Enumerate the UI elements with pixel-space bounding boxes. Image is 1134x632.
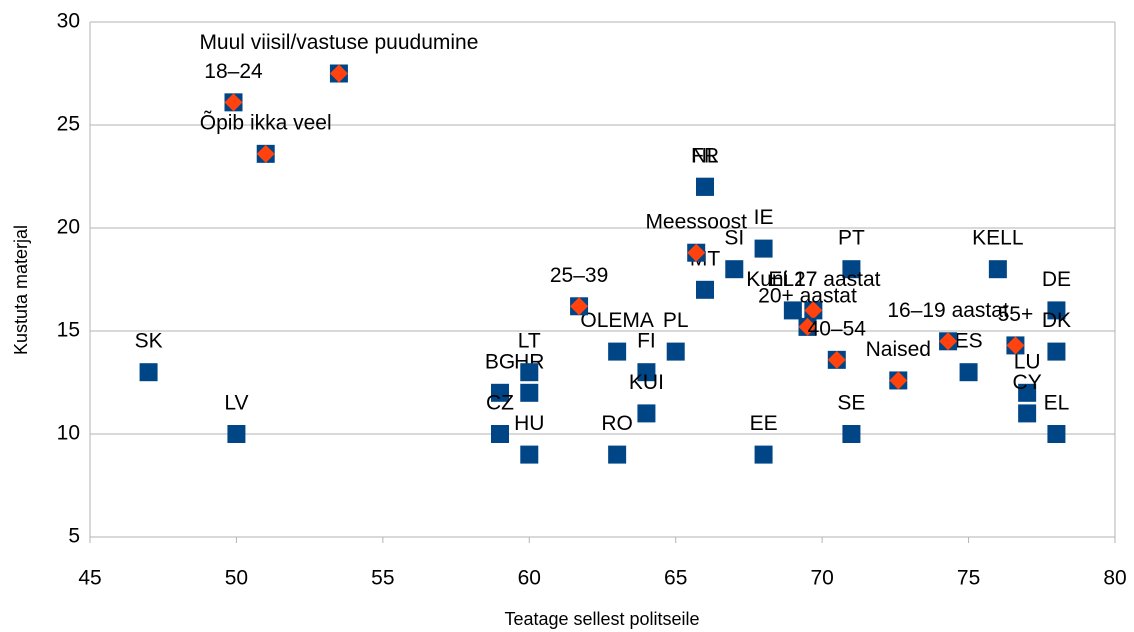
point-diamond — [1006, 336, 1025, 355]
point-label: 16–19 aastat — [887, 299, 1009, 322]
point-label: KUI — [629, 371, 664, 394]
point-label: SK — [135, 330, 163, 353]
point-label: EL — [1044, 392, 1070, 415]
point-label: OLEMA — [580, 309, 654, 332]
point-diamond — [804, 301, 823, 320]
point-label: RO — [601, 412, 633, 435]
x-tick-label: 60 — [518, 567, 541, 590]
point-diamond — [224, 93, 243, 112]
point-diamond — [329, 64, 348, 83]
point-square — [783, 301, 802, 320]
point-diamond — [570, 297, 589, 316]
x-tick-label: 45 — [78, 567, 101, 590]
point-label: 20+ aastat — [758, 284, 857, 307]
point-square — [988, 260, 1007, 279]
point-square — [227, 425, 246, 443]
x-tick-label: 70 — [810, 567, 833, 590]
point-square — [491, 425, 509, 443]
point-label: LV — [224, 392, 248, 415]
point-square — [608, 342, 627, 361]
point-square — [637, 363, 656, 382]
y-axis-title: Kustuta materjal — [11, 225, 31, 355]
y-tick-label: 5 — [68, 525, 80, 548]
point-label: FI — [637, 330, 656, 353]
point-label: Naised — [866, 338, 931, 361]
x-tick-label: 65 — [664, 567, 687, 590]
point-label: KELL — [972, 227, 1023, 250]
point-diamond — [256, 144, 275, 163]
point-label: Meessoost — [645, 210, 747, 233]
point-square — [1047, 301, 1066, 320]
point-square — [491, 383, 509, 402]
y-tick-label: 25 — [57, 113, 80, 136]
point-label: NL — [692, 144, 719, 167]
point-label: 40–54 — [808, 317, 867, 340]
y-tick-label: 10 — [57, 422, 80, 445]
point-label: PL — [663, 309, 689, 332]
point-square — [666, 342, 685, 361]
point-label: IE — [754, 206, 774, 229]
point-square — [754, 445, 773, 464]
x-axis-title: Teatage sellest politseile — [504, 609, 699, 629]
point-diamond — [798, 317, 817, 336]
point-square — [754, 239, 773, 258]
point-diamond — [939, 332, 958, 351]
y-tick-label: 30 — [57, 10, 80, 33]
point-label: CZ — [486, 392, 514, 415]
point-label: EE — [750, 412, 778, 435]
point-square — [842, 425, 861, 443]
point-square — [696, 280, 714, 299]
point-label: BG — [485, 350, 515, 373]
point-label: DE — [1042, 268, 1071, 291]
point-label: LU — [1014, 350, 1041, 373]
point-square — [696, 177, 714, 196]
point-square — [139, 363, 158, 382]
point-label: EL27 — [768, 268, 817, 291]
point-diamond — [889, 371, 908, 390]
point-label: SI — [724, 227, 744, 250]
point-label: DK — [1042, 309, 1071, 332]
y-tick-label: 15 — [57, 319, 80, 342]
point-square — [842, 260, 861, 279]
point-label: Muul viisil/vastuse puudumine — [199, 31, 478, 54]
point-square — [1047, 342, 1066, 361]
point-square — [1047, 425, 1066, 443]
point-diamond — [687, 243, 706, 262]
point-label: SE — [837, 392, 865, 415]
point-label: CY — [1013, 371, 1042, 394]
point-square — [1018, 383, 1037, 402]
x-tick-label: 55 — [371, 567, 394, 590]
point-label: 55+ — [998, 303, 1034, 326]
point-square — [1018, 404, 1037, 423]
point-label: LT — [518, 330, 541, 353]
point-square — [637, 404, 656, 423]
point-square — [959, 363, 978, 382]
point-square — [725, 260, 744, 279]
point-square — [520, 363, 539, 382]
point-square — [608, 445, 627, 464]
point-label: ES — [955, 330, 983, 353]
x-tick-label: 50 — [225, 567, 248, 590]
point-label: PT — [838, 227, 865, 250]
point-label: 25–39 — [550, 264, 608, 287]
y-tick-label: 20 — [57, 216, 80, 239]
point-label: Õpib ikka veel — [200, 110, 332, 134]
point-label: 18–24 — [204, 60, 263, 83]
point-label: Kuni 17 aastat — [746, 268, 880, 291]
point-label: FR — [691, 144, 719, 167]
point-square — [520, 383, 539, 402]
point-label: HU — [514, 412, 544, 435]
point-square — [520, 445, 539, 464]
x-tick-label: 75 — [957, 567, 980, 590]
point-diamond — [827, 350, 846, 369]
x-tick-label: 80 — [1103, 567, 1126, 590]
